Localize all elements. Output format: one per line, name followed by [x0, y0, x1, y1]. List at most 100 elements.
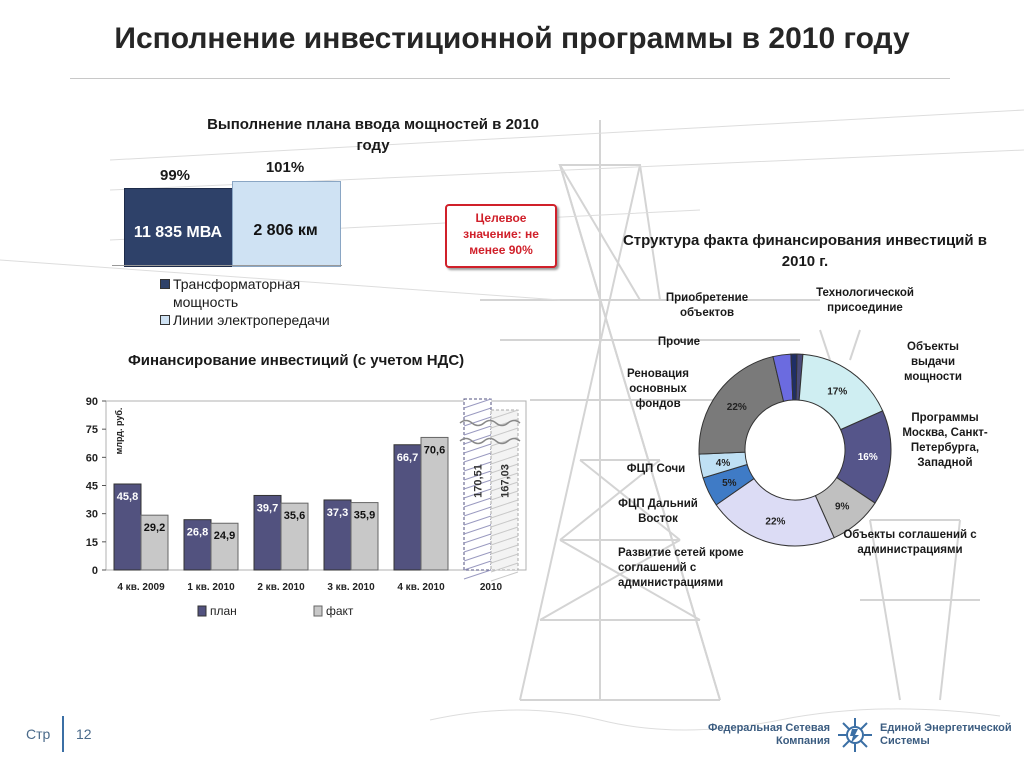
hatch-line [463, 434, 492, 445]
hatch-line [463, 506, 492, 517]
hatch-line [463, 479, 492, 490]
donut-slice-label: 17% [827, 386, 847, 397]
hatch-line [490, 562, 519, 573]
hatch-line [463, 398, 492, 409]
hatch-line [490, 445, 519, 456]
pie-label-agreements: Объекты соглашений с администрациями [843, 529, 977, 556]
hatch-line [490, 454, 519, 465]
y-axis-label: млрд. руб. [114, 408, 124, 455]
y-tick-label: 60 [86, 452, 98, 464]
hatch-line [490, 463, 519, 474]
donut-slice-label: 5% [722, 478, 737, 489]
x-tick-label: 2010 [480, 582, 503, 593]
bar-fact [280, 502, 309, 571]
hatch-line [490, 427, 519, 438]
target-value-box [445, 204, 557, 268]
bar-fact [350, 502, 379, 571]
hatch-line [463, 470, 492, 481]
pie-label-network-development: Развитие сетей кроме соглашений с админи… [618, 547, 744, 589]
capacity-bar-lines-value: 2 806 км [253, 222, 318, 239]
bar-fact-label: 70,6 [424, 444, 445, 456]
hatch-line [490, 571, 519, 582]
hatch-line [490, 535, 519, 546]
financing-chart-title: Финансирование инвестиций (с учетом НДС) [128, 352, 465, 369]
donut-slice-label: 9% [835, 502, 850, 513]
bar-plan-label: 26,8 [187, 527, 208, 539]
hatch-line [490, 526, 519, 537]
hatch-line [463, 560, 492, 571]
pie-label-other: Прочие [657, 336, 701, 348]
capacity-bar-transformer-value: 11 835 МВА [133, 224, 223, 241]
bar-plan-label: 37,3 [327, 507, 348, 519]
donut-slice-label: 16% [858, 452, 878, 463]
legend-swatch-transformer [160, 279, 170, 289]
hatch-line [490, 409, 519, 420]
hatch-line [463, 407, 492, 418]
legend-label-lines: Линии электропередачи [173, 312, 330, 328]
legend-label-plan: план [210, 604, 237, 618]
pie-label-fcp-far-east: ФЦП Дальний Восток [618, 498, 698, 525]
bar-fact-label: 24,9 [214, 530, 235, 542]
bar-plan-label: 66,7 [397, 452, 418, 464]
capacity-bar-transformer [124, 188, 234, 267]
hatch-line [463, 461, 492, 472]
hatch-line [463, 497, 492, 508]
capacity-bar-lines-percent: 101% [265, 159, 305, 176]
hatch-line [490, 517, 519, 528]
hatch-line [463, 425, 492, 436]
legend-swatch-lines [160, 315, 170, 325]
financing-bar-chart: 0 15 30 45 60 75 90 млрд. руб. 45,8 29,2 4 кв. 200… [86, 396, 527, 618]
structure-chart-title: Структура факта финансирования инвестици… [622, 232, 988, 270]
y-tick-label: 75 [86, 424, 98, 436]
target-value-text: Целевое значение: не менее 90% [463, 211, 539, 257]
footer-divider [62, 716, 64, 752]
pie-label-power-output: Объекты выдачи мощности [904, 341, 962, 383]
fsk-logo-icon [838, 718, 872, 752]
y-tick-label: 15 [86, 537, 98, 549]
hatch-line [463, 551, 492, 562]
donut-slice-label: 22% [727, 402, 747, 413]
pie-label-acquisition: Приобретение объектов [665, 292, 749, 319]
bar-plan-label: 45,8 [117, 491, 138, 503]
bar-fact [420, 436, 449, 571]
pie-label-fcp-sochi: ФЦП Сочи [626, 463, 686, 475]
y-tick-label: 0 [92, 565, 98, 577]
capacity-axis [112, 265, 342, 266]
pie-label-tech-connection: Технологической присоединие [816, 287, 914, 314]
hatch-line [490, 472, 519, 483]
x-tick-label: 1 кв. 2010 [187, 582, 235, 593]
hatch-line [490, 490, 519, 501]
logo-text-ees: Единой Энергетической Системы [880, 722, 1012, 747]
bar-fact-label: 35,9 [354, 510, 375, 522]
donut-slice-label: 1% [787, 345, 802, 347]
hatch-line [463, 515, 492, 526]
structure-donut-chart: 1%17%16%9%22%5%4%22%3%1% [698, 345, 892, 547]
hatch-line [490, 544, 519, 555]
donut-slice [715, 477, 835, 547]
hatch-line [463, 488, 492, 499]
hatch-line [490, 553, 519, 564]
page-number: 12 [76, 726, 92, 742]
y-tick-label: 30 [86, 509, 98, 521]
bar-plan [323, 499, 352, 571]
x-tick-label: 2 кв. 2010 [257, 582, 305, 593]
capacity-chart-title: Выполнение плана ввода мощностей в 2010 … [207, 116, 539, 154]
bar-fact [210, 522, 239, 571]
hatch-line [490, 508, 519, 519]
capacity-bar-transformer-percent: 99% [159, 167, 191, 184]
axis-break-mark [459, 437, 521, 445]
logo-text-fsk: Федеральная Сетевая Компания [707, 722, 830, 747]
bar-fact-label: 35,6 [284, 510, 305, 522]
hatch-line [463, 452, 492, 463]
plot-area [105, 400, 527, 571]
legend-swatch-fact [313, 605, 323, 617]
y-tick-label: 45 [86, 481, 98, 493]
hatch-line [463, 569, 492, 580]
y-tick-label: 90 [86, 396, 98, 408]
donut-slice-label: 1% [793, 345, 808, 347]
x-tick-label: 3 кв. 2010 [327, 582, 375, 593]
donut-slice [698, 355, 785, 455]
hatch-line [490, 499, 519, 510]
legend-swatch-plan [197, 605, 207, 617]
